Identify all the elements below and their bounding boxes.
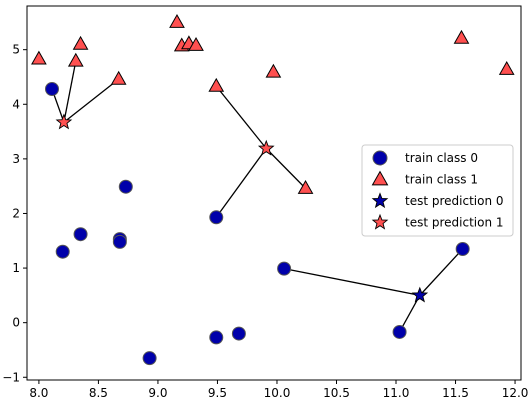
neighbor-line xyxy=(63,61,77,123)
data-point xyxy=(277,261,292,276)
data-point xyxy=(73,227,88,242)
legend-label: train class 0 xyxy=(405,151,478,165)
data-point xyxy=(231,326,246,341)
y-tick-label: 3 xyxy=(12,152,20,166)
legend-label: train class 1 xyxy=(405,173,478,187)
data-point xyxy=(67,52,84,67)
y-tick-label: 1 xyxy=(12,261,20,275)
neighbor-line xyxy=(265,148,307,189)
y-tick-label: −1 xyxy=(2,370,20,384)
y-tick-label: 2 xyxy=(12,206,20,220)
data-point xyxy=(188,36,204,51)
legend-marker xyxy=(371,170,389,186)
legend-label: test prediction 1 xyxy=(405,216,504,230)
y-tick-label: 5 xyxy=(12,43,20,57)
neighbor-line xyxy=(215,148,267,218)
data-point xyxy=(55,244,70,259)
neighbor-line xyxy=(63,78,120,123)
plot-frame xyxy=(26,5,522,381)
data-point xyxy=(265,63,282,78)
data-point xyxy=(297,179,314,194)
legend-box xyxy=(361,144,514,237)
x-tick-label: 11.5 xyxy=(442,386,469,400)
data-point xyxy=(455,241,470,256)
series-test-prediction-0 xyxy=(411,286,429,303)
y-tick-label: 4 xyxy=(12,97,20,111)
data-point xyxy=(209,330,224,345)
neighbor-lines-layer xyxy=(51,61,464,333)
neighbor-line xyxy=(283,267,420,297)
x-tick-label: 12.0 xyxy=(502,386,528,400)
data-point xyxy=(72,35,89,50)
test-point xyxy=(257,139,275,156)
x-tick-label: 9.0 xyxy=(148,386,167,400)
points-layer xyxy=(31,14,515,366)
data-point xyxy=(209,210,224,225)
legend-marker xyxy=(372,150,388,166)
x-tick-label: 11.0 xyxy=(383,386,410,400)
x-tick-label: 10.0 xyxy=(264,386,291,400)
legend: train class 0 train class 1 test predictio… xyxy=(361,144,514,237)
x-tick-label: 9.5 xyxy=(208,386,227,400)
legend-marker xyxy=(371,213,389,230)
x-tick-label: 8.5 xyxy=(89,386,108,400)
data-point xyxy=(498,60,515,75)
data-point xyxy=(142,351,157,366)
x-axis: 8.0 8.5 9.0 9.5 10.0 10.5 11.0 11.5 12.0 xyxy=(29,380,528,400)
data-point xyxy=(208,77,225,92)
data-point xyxy=(392,324,407,339)
y-tick-label: 0 xyxy=(12,316,20,330)
data-point xyxy=(118,179,133,194)
data-point xyxy=(112,234,127,249)
neighbor-line xyxy=(215,85,267,149)
legend-label: test prediction 0 xyxy=(405,194,504,208)
test-point xyxy=(55,113,73,130)
data-point xyxy=(110,70,127,85)
legend-marker xyxy=(371,192,389,209)
series-train-class-0 xyxy=(44,81,470,366)
x-tick-label: 10.5 xyxy=(323,386,350,400)
data-point xyxy=(453,29,470,44)
series-train-class-1 xyxy=(31,14,515,194)
neighbor-line xyxy=(419,248,464,296)
test-point xyxy=(411,286,429,303)
data-point xyxy=(31,50,47,65)
series-test-prediction-1 xyxy=(55,113,275,156)
x-tick-label: 8.0 xyxy=(29,386,48,400)
data-point xyxy=(44,81,59,96)
data-point xyxy=(169,14,185,28)
y-axis: −1 0 1 2 3 4 5 xyxy=(2,43,27,384)
